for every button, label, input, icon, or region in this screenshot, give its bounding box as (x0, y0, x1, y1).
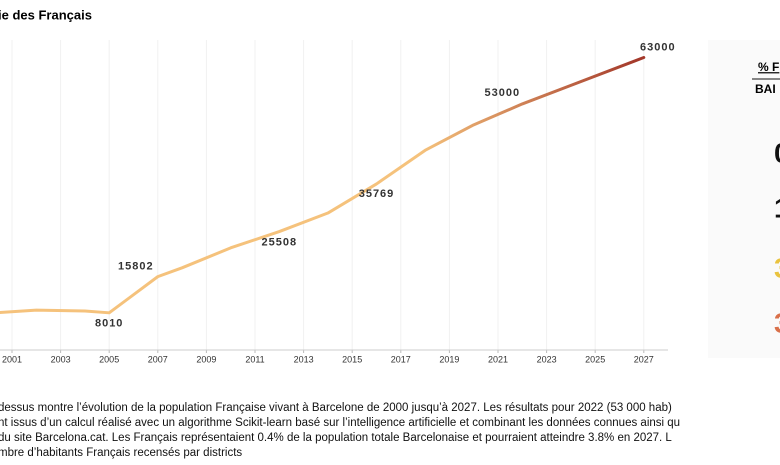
x-tick-label: 2011 (245, 354, 264, 364)
x-tick-label: 2001 (2, 354, 22, 364)
caption-line: mbre d’habitants Français recensés par d… (0, 447, 242, 459)
data-label: 15802 (118, 261, 154, 273)
data-label: 8010 (95, 318, 123, 330)
x-tick-label: 2003 (51, 354, 71, 364)
caption-line: nt issus d’un calcul réalisé avec un alg… (0, 417, 680, 429)
x-tick-label: 2017 (391, 354, 411, 364)
x-tick-label: 2007 (148, 354, 168, 364)
x-tick-label: 2025 (585, 354, 605, 364)
side-figure: 3 (774, 307, 780, 338)
data-label: 25508 (262, 236, 298, 248)
x-tick-label: 2023 (537, 354, 557, 364)
x-tick-label: 2027 (634, 354, 654, 364)
side-figure: 3 (774, 252, 780, 283)
caption-line: du site Barcelona.cat. Les Français repr… (0, 432, 672, 444)
chart-title: ie des Français (0, 7, 92, 22)
x-tick-label: 2009 (196, 354, 216, 364)
caption-line: dessus montre l’évolution de la populati… (0, 402, 672, 414)
side-panel (708, 40, 780, 358)
data-label: 53000 (485, 87, 521, 99)
data-label: 63000 (640, 41, 676, 53)
side-figure: 0 (774, 137, 780, 168)
side-heading: % F (758, 60, 779, 74)
side-figure: 1 (774, 192, 780, 223)
line (0, 56, 646, 315)
side-subheading: BAI (755, 82, 776, 96)
x-tick-label: 2013 (294, 354, 314, 364)
x-tick-label: 2015 (342, 354, 362, 364)
x-tick-label: 2021 (488, 354, 508, 364)
x-tick-label: 2005 (99, 354, 119, 364)
x-tick-label: 2019 (439, 354, 459, 364)
data-label: 35769 (359, 188, 395, 200)
